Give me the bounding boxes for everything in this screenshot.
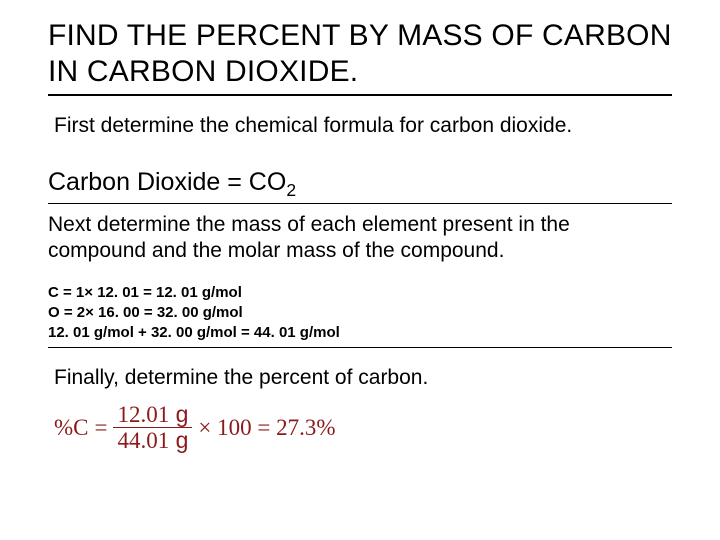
chemical-formula: Carbon Dioxide = CO2 — [48, 168, 672, 204]
percent-equation: %C = 12.01 g 44.01 g × 100 = 27.3% — [48, 402, 672, 453]
fraction-numerator: 12.01 g — [113, 402, 192, 428]
step2-text: Next determine the mass of each element … — [48, 212, 672, 265]
formula-label: Carbon Dioxide = CO — [48, 168, 286, 196]
step3-text: Finally, determine the percent of carbon… — [48, 366, 672, 390]
equation-fraction: 12.01 g 44.01 g — [113, 402, 192, 453]
mass-carbon: C = 1× 12. 01 = 12. 01 g/mol — [48, 283, 672, 303]
mass-calculations: C = 1× 12. 01 = 12. 01 g/mol O = 2× 16. … — [48, 283, 672, 349]
formula-subscript: 2 — [286, 180, 296, 200]
denominator-unit: g — [169, 427, 188, 453]
mass-oxygen: O = 2× 16. 00 = 32. 00 g/mol — [48, 303, 672, 323]
equation-equals: = — [95, 415, 108, 441]
step1-text: First determine the chemical formula for… — [48, 114, 672, 138]
fraction-denominator: 44.01 g — [113, 428, 192, 453]
equation-result: × 100 = 27.3% — [198, 415, 335, 441]
numerator-unit: g — [169, 401, 188, 427]
numerator-value: 12.01 — [117, 402, 169, 427]
slide-title: FIND THE PERCENT BY MASS OF CARBON IN CA… — [48, 18, 672, 96]
denominator-value: 44.01 — [117, 428, 169, 453]
mass-total: 12. 01 g/mol + 32. 00 g/mol = 44. 01 g/m… — [48, 323, 672, 343]
equation-lhs: %C — [54, 415, 89, 441]
